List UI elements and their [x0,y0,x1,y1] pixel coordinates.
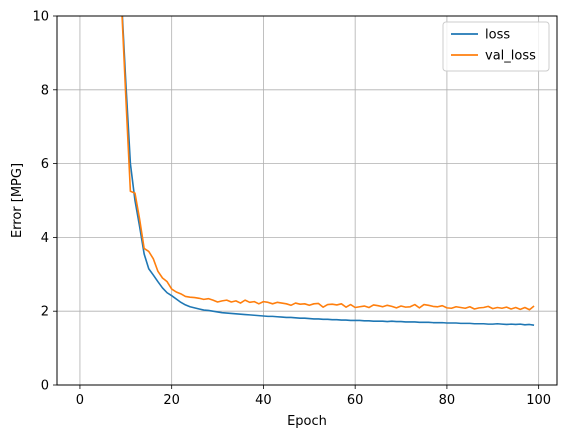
x-tick-label: 20 [163,393,180,408]
y-tick-label: 2 [41,305,49,320]
series-line-loss [121,16,535,327]
x-tick-label: 60 [347,393,364,408]
legend-label: val_loss [485,49,536,64]
x-tick-label: 40 [255,393,272,408]
y-tick-label: 10 [32,10,49,25]
axis-ticks: 0 20 40 60 80 100 0 2 4 6 8 10 [32,10,551,409]
y-tick-label: 8 [41,83,49,98]
legend-label: loss [485,28,510,43]
x-tick-label: 80 [439,393,456,408]
y-axis-title: Error [MPG] [10,163,25,238]
legend: loss val_loss [442,21,550,72]
x-tick-label: 100 [526,393,551,408]
x-tick-label: 0 [76,393,84,408]
y-tick-label: 6 [41,157,49,172]
x-axis-title: Epoch [287,414,327,429]
grid [57,15,557,386]
series-line-val-loss [121,16,535,311]
plot-frame [56,15,558,386]
series-group [121,16,535,327]
y-tick-label: 0 [41,379,49,394]
y-tick-label: 4 [41,231,49,246]
